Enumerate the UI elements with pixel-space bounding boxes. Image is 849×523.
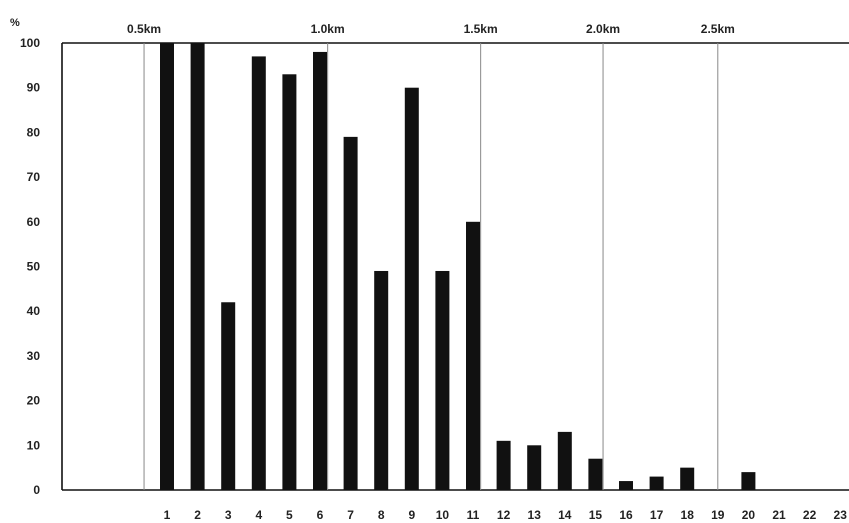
x-tick-label-13: 13 xyxy=(528,508,542,522)
y-tick-label-40: 40 xyxy=(27,304,41,318)
bar-6 xyxy=(313,51,327,490)
y-tick-label-0: 0 xyxy=(33,483,40,497)
x-tick-label-22: 22 xyxy=(803,508,817,522)
x-tick-label-17: 17 xyxy=(650,508,664,522)
x-tick-label-2: 2 xyxy=(194,508,201,522)
x-tick-label-16: 16 xyxy=(619,508,633,522)
bar-18 xyxy=(680,467,695,490)
x-tick-label-12: 12 xyxy=(497,508,511,522)
x-tick-label-10: 10 xyxy=(436,508,450,522)
bar-17 xyxy=(649,476,664,490)
bar-14 xyxy=(557,431,572,490)
bar-20 xyxy=(741,472,756,490)
bar-4 xyxy=(251,56,266,490)
x-tick-label-6: 6 xyxy=(317,508,324,522)
x-tick-label-19: 19 xyxy=(711,508,725,522)
x-tick-label-20: 20 xyxy=(742,508,756,522)
bar-11 xyxy=(466,221,480,491)
bar-13 xyxy=(527,445,542,490)
x-tick-label-15: 15 xyxy=(589,508,603,522)
bar-7 xyxy=(343,136,358,490)
y-axis-unit-label: % xyxy=(10,17,20,29)
reference-label-2-0km: 2.0km xyxy=(586,22,620,36)
x-tick-label-1: 1 xyxy=(164,508,171,522)
x-tick-label-18: 18 xyxy=(681,508,695,522)
y-tick-label-70: 70 xyxy=(27,170,41,184)
x-tick-label-11: 11 xyxy=(467,508,480,522)
y-tick-label-90: 90 xyxy=(27,81,41,95)
reference-label-2-5km: 2.5km xyxy=(701,22,735,36)
x-tick-label-14: 14 xyxy=(558,508,572,522)
x-tick-label-9: 9 xyxy=(408,508,415,522)
x-tick-label-7: 7 xyxy=(347,508,354,522)
y-tick-label-50: 50 xyxy=(27,260,41,274)
y-tick-label-80: 80 xyxy=(27,125,41,139)
reference-label-1-0km: 1.0km xyxy=(311,22,345,36)
bar-15 xyxy=(588,458,603,490)
x-tick-label-8: 8 xyxy=(378,508,385,522)
y-tick-label-20: 20 xyxy=(27,394,41,408)
bar-8 xyxy=(374,270,389,490)
bar-2 xyxy=(190,43,205,490)
bar-9 xyxy=(404,87,419,490)
bar-3 xyxy=(221,302,236,490)
bar-12 xyxy=(496,440,511,490)
x-tick-label-21: 21 xyxy=(772,508,786,522)
bar-5 xyxy=(282,74,297,490)
reference-label-0-5km: 0.5km xyxy=(127,22,161,36)
x-tick-label-4: 4 xyxy=(255,508,262,522)
bar-16 xyxy=(619,481,633,490)
x-tick-label-23: 23 xyxy=(834,508,848,522)
y-tick-label-100: 100 xyxy=(20,36,40,50)
reference-label-1-5km: 1.5km xyxy=(464,22,498,36)
bar-10 xyxy=(435,270,450,490)
y-tick-label-30: 30 xyxy=(27,349,41,363)
y-tick-label-60: 60 xyxy=(27,215,41,229)
y-tick-label-10: 10 xyxy=(27,438,41,452)
bar-1 xyxy=(160,43,174,490)
x-tick-label-3: 3 xyxy=(225,508,232,522)
x-tick-label-5: 5 xyxy=(286,508,293,522)
